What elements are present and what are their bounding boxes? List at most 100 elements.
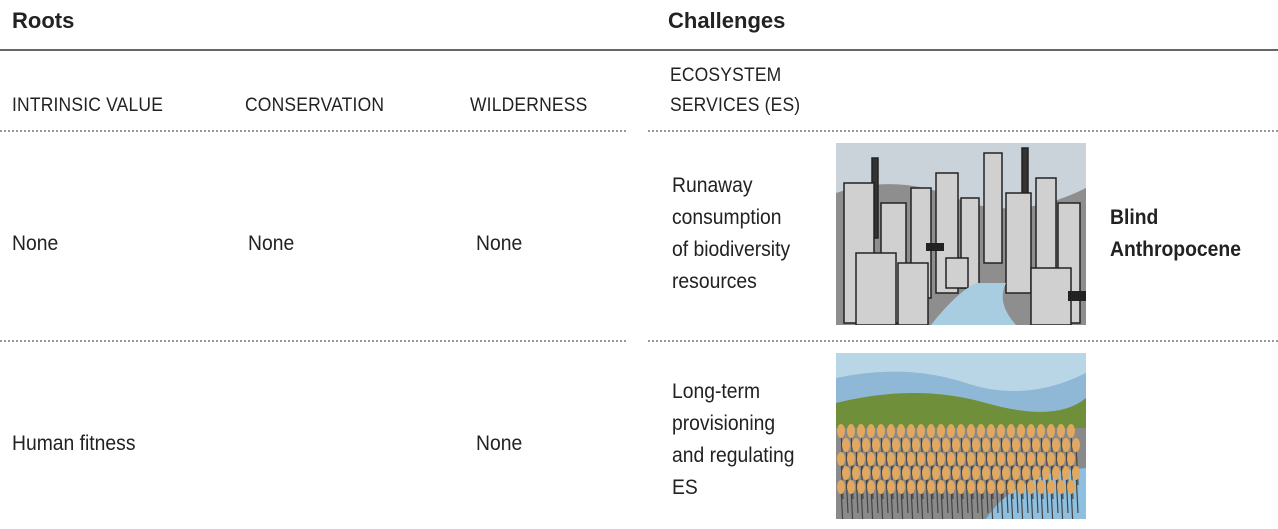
grain-head [1047, 424, 1055, 438]
grain-head [1067, 452, 1075, 466]
header-rule [0, 49, 1278, 51]
grain-head [932, 438, 940, 452]
grain-head [1017, 480, 1025, 494]
row-divider [648, 340, 1278, 342]
grain-head [1022, 438, 1030, 452]
grain-head [1037, 480, 1045, 494]
grain-head [1012, 466, 1020, 480]
grain-head [887, 424, 895, 438]
grain-head [877, 424, 885, 438]
grain-head [1062, 466, 1070, 480]
grain-head [942, 438, 950, 452]
grain-head [842, 466, 850, 480]
grain-head [897, 452, 905, 466]
grain-head [1047, 452, 1055, 466]
grain-head [1052, 466, 1060, 480]
grain-head [947, 424, 955, 438]
grain-head [1062, 438, 1070, 452]
grain-head [1012, 438, 1020, 452]
grain-head [897, 480, 905, 494]
grain-head [1027, 480, 1035, 494]
grain-head [907, 424, 915, 438]
grain-head [1032, 438, 1040, 452]
grain-head [852, 438, 860, 452]
section-title: Roots [12, 8, 75, 33]
grain-head [1037, 452, 1045, 466]
grain-head [852, 466, 860, 480]
grain-head [927, 424, 935, 438]
grain-head [882, 466, 890, 480]
cell: None [248, 232, 295, 255]
grain-head [902, 466, 910, 480]
grain-head [967, 452, 975, 466]
column-header: CONSERVATION [245, 95, 385, 116]
grain-head [917, 424, 925, 438]
grain-head [922, 438, 930, 452]
grain-head [1072, 438, 1080, 452]
grain-head [977, 480, 985, 494]
grain-head [962, 466, 970, 480]
grain-head [982, 438, 990, 452]
grain-head [972, 466, 980, 480]
grain-head [907, 452, 915, 466]
grain-head [897, 424, 905, 438]
grain-head [912, 438, 920, 452]
grain-head [912, 466, 920, 480]
grain-head [1027, 424, 1035, 438]
grain-head [947, 480, 955, 494]
grain-head [997, 452, 1005, 466]
grain-head [987, 452, 995, 466]
grain-head [867, 452, 875, 466]
grain-head [952, 466, 960, 480]
grain-head [1017, 424, 1025, 438]
grain-head [1072, 466, 1080, 480]
cell-line: provisioning [672, 412, 776, 435]
grain-head [907, 480, 915, 494]
grain-head [857, 480, 865, 494]
grain-head [962, 438, 970, 452]
grain-head [902, 438, 910, 452]
grain-head [927, 480, 935, 494]
grain-head [917, 452, 925, 466]
grain-head [982, 466, 990, 480]
grain-head [947, 452, 955, 466]
grain-head [1042, 466, 1050, 480]
cell-line: consumption [672, 206, 782, 229]
grain-head [937, 424, 945, 438]
grain-head [887, 480, 895, 494]
grain-head [1057, 452, 1065, 466]
grain-head [872, 466, 880, 480]
grain-head [927, 452, 935, 466]
grain-head [877, 452, 885, 466]
grain-head [837, 480, 845, 494]
grain-head [867, 480, 875, 494]
grain-head [847, 452, 855, 466]
column-header: INTRINSIC VALUE [12, 95, 164, 116]
cell-line: and regulating [672, 444, 795, 467]
grain-head [1067, 424, 1075, 438]
grain-head [952, 438, 960, 452]
grain-head [937, 452, 945, 466]
section-title: Challenges [668, 8, 786, 33]
column-header: SERVICES (ES) [670, 95, 801, 116]
grain-head [1002, 438, 1010, 452]
grain-head [997, 480, 1005, 494]
outcome-line: Anthropocene [1110, 238, 1241, 261]
grain-head [1057, 424, 1065, 438]
column-header: WILDERNESS [470, 95, 588, 116]
grain-head [892, 466, 900, 480]
grain-head [1022, 466, 1030, 480]
grain-head [1007, 452, 1015, 466]
grain-head [857, 452, 865, 466]
grain-head [917, 480, 925, 494]
cell: None [476, 432, 523, 455]
city-illustration [836, 143, 1086, 325]
row-divider [648, 130, 1278, 132]
grain-head [992, 466, 1000, 480]
grain-head [837, 452, 845, 466]
grain-head [892, 438, 900, 452]
grain-head [862, 466, 870, 480]
grain-head [922, 466, 930, 480]
column-header: ECOSYSTEM [670, 65, 782, 86]
